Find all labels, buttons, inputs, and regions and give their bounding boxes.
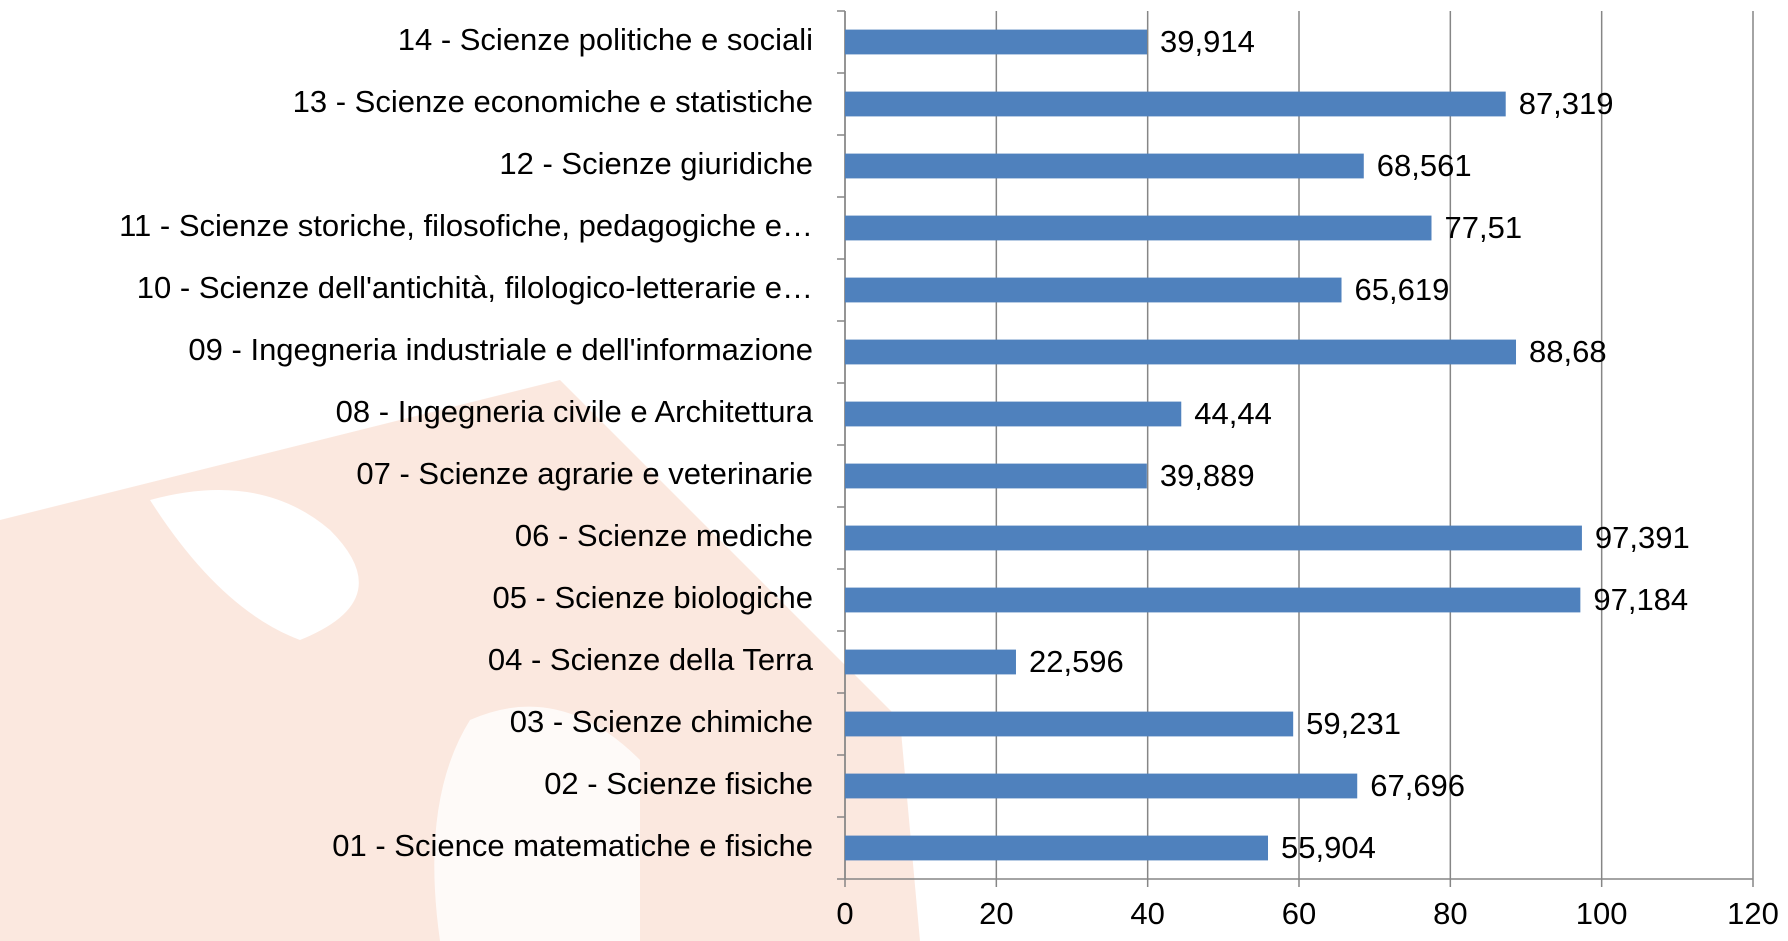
chart: 0 20 40 60 80 100 120 01 - Science matematiche … bbox=[0, 0, 1788, 941]
bar bbox=[845, 836, 1268, 861]
value-label: 97,184 bbox=[1593, 582, 1688, 617]
value-label: 87,319 bbox=[1519, 86, 1614, 121]
y-tick-label: 10 - Scienze dell'antichità, filologico-… bbox=[137, 270, 813, 305]
x-tick-label: 100 bbox=[1576, 896, 1628, 931]
y-tick-label: 09 - Ingegneria industriale e dell'infor… bbox=[188, 332, 813, 367]
value-label: 65,619 bbox=[1355, 272, 1450, 307]
bar bbox=[845, 154, 1364, 179]
bar bbox=[845, 588, 1580, 613]
x-tick-label: 80 bbox=[1433, 896, 1467, 931]
value-label: 59,231 bbox=[1306, 706, 1401, 741]
value-label: 67,696 bbox=[1370, 768, 1465, 803]
bar bbox=[845, 30, 1147, 55]
x-tick-label: 0 bbox=[836, 896, 853, 931]
value-label: 68,561 bbox=[1377, 148, 1472, 183]
x-tick-label: 120 bbox=[1727, 896, 1779, 931]
y-tick-label: 04 - Scienze della Terra bbox=[488, 642, 814, 677]
value-label: 77,51 bbox=[1444, 210, 1522, 245]
bar bbox=[845, 340, 1516, 365]
bar bbox=[845, 92, 1506, 117]
value-label: 39,914 bbox=[1160, 24, 1255, 59]
bar bbox=[845, 278, 1342, 303]
y-tick-label: 14 - Scienze politiche e sociali bbox=[398, 22, 813, 57]
value-label: 88,68 bbox=[1529, 334, 1607, 369]
x-tick-label: 20 bbox=[979, 896, 1013, 931]
y-tick-label: 06 - Scienze mediche bbox=[515, 518, 813, 553]
watermark-shape bbox=[434, 707, 640, 941]
x-tick-label: 40 bbox=[1130, 896, 1164, 931]
bar bbox=[845, 712, 1293, 737]
value-label: 22,596 bbox=[1029, 644, 1124, 679]
value-label: 97,391 bbox=[1595, 520, 1690, 555]
y-tick-label: 08 - Ingegneria civile e Architettura bbox=[336, 394, 814, 429]
y-tick-label: 13 - Scienze economiche e statistiche bbox=[293, 84, 813, 119]
y-tick-label: 01 - Science matematiche e fisiche bbox=[332, 828, 813, 863]
value-label: 55,904 bbox=[1281, 830, 1376, 865]
y-tick-label: 11 - Scienze storiche, filosofiche, peda… bbox=[119, 208, 813, 243]
y-tick-label: 12 - Scienze giuridiche bbox=[499, 146, 813, 181]
bar bbox=[845, 526, 1582, 551]
y-tick-label: 05 - Scienze biologiche bbox=[492, 580, 813, 615]
value-label: 39,889 bbox=[1160, 458, 1255, 493]
bar bbox=[845, 650, 1016, 675]
x-tick-label: 60 bbox=[1282, 896, 1316, 931]
y-tick-label: 02 - Scienze fisiche bbox=[544, 766, 813, 801]
bar bbox=[845, 216, 1431, 241]
y-tick-label: 03 - Scienze chimiche bbox=[510, 704, 813, 739]
bar bbox=[845, 774, 1357, 799]
y-tick-label: 07 - Scienze agrarie e veterinarie bbox=[356, 456, 813, 491]
bar bbox=[845, 402, 1181, 427]
value-label: 44,44 bbox=[1194, 396, 1272, 431]
bar bbox=[845, 464, 1147, 489]
